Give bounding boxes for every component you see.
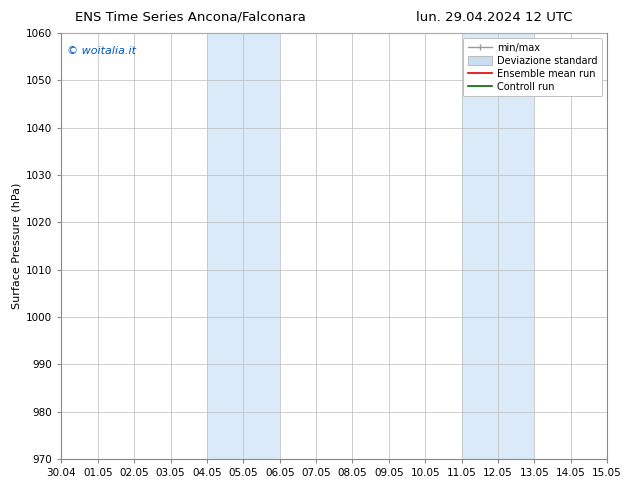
Bar (207, 33, 280, 459)
Y-axis label: Surface Pressure (hPa): Surface Pressure (hPa) (12, 183, 22, 309)
Text: ENS Time Series Ancona/Falconara: ENS Time Series Ancona/Falconara (75, 11, 306, 24)
Text: © woitalia.it: © woitalia.it (67, 46, 136, 56)
Bar (462, 33, 534, 459)
Text: lun. 29.04.2024 12 UTC: lun. 29.04.2024 12 UTC (417, 11, 573, 24)
Legend: min/max, Deviazione standard, Ensemble mean run, Controll run: min/max, Deviazione standard, Ensemble m… (463, 38, 602, 97)
